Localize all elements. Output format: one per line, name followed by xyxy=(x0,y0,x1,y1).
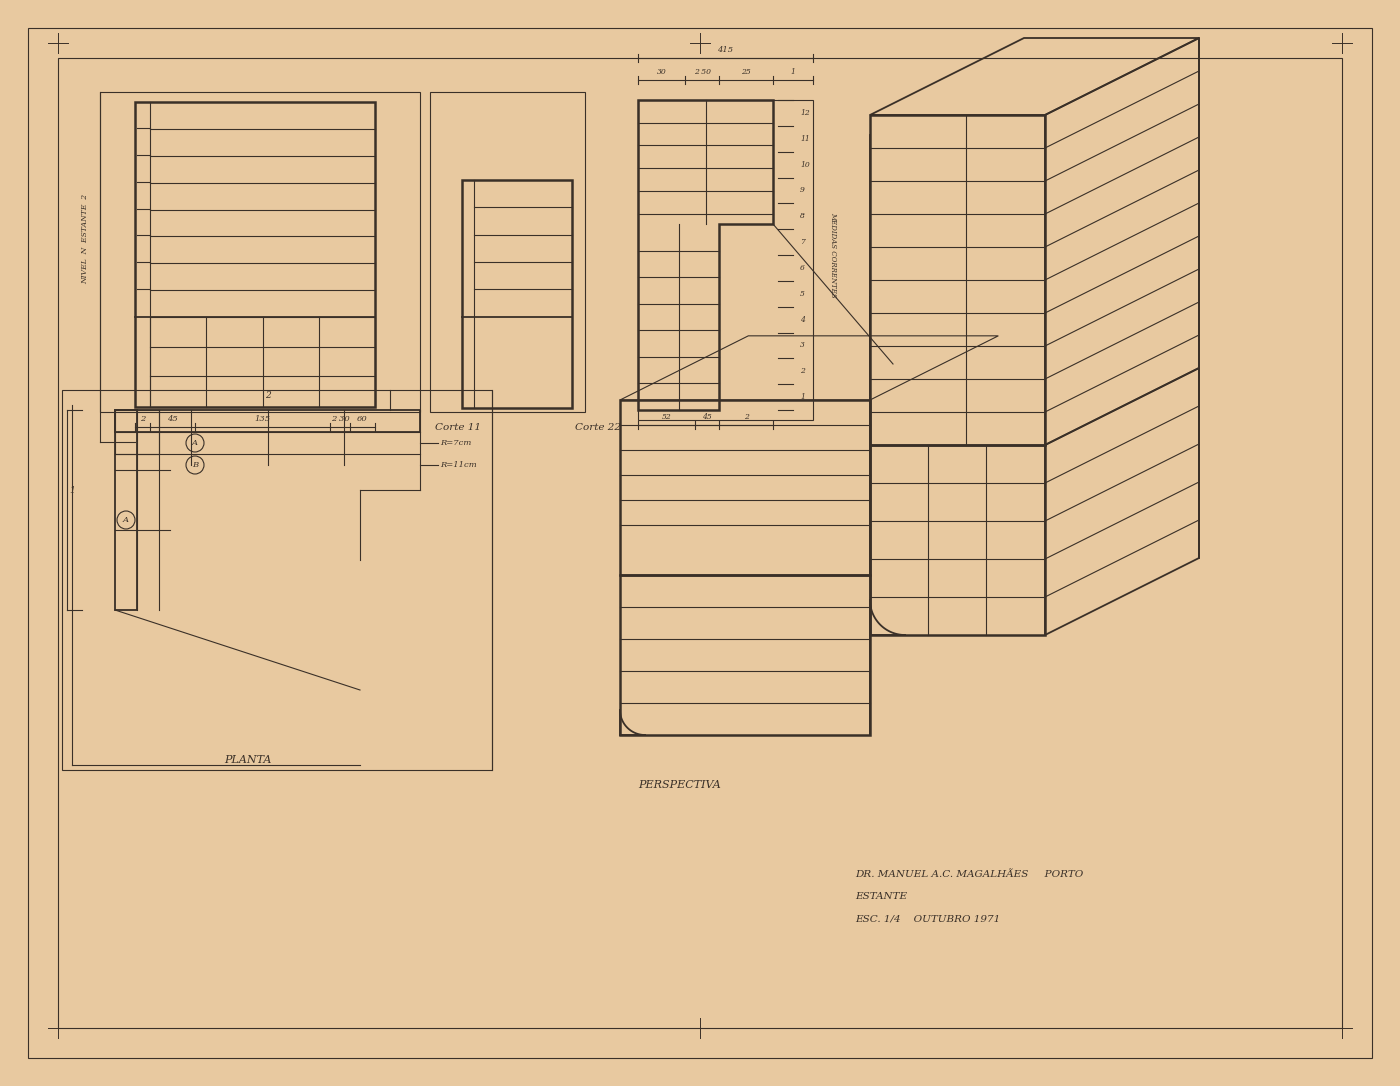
Text: 415: 415 xyxy=(717,46,734,54)
Text: R=7cm: R=7cm xyxy=(440,439,472,447)
Text: R=11cm: R=11cm xyxy=(440,460,477,469)
Text: 5: 5 xyxy=(799,290,805,298)
Bar xyxy=(462,180,573,408)
Text: B: B xyxy=(192,460,197,469)
Bar xyxy=(430,92,585,412)
Text: 7: 7 xyxy=(799,238,805,247)
Bar xyxy=(620,574,869,735)
Text: ESC. 1/4    OUTUBRO 1971: ESC. 1/4 OUTUBRO 1971 xyxy=(855,914,1000,923)
Bar xyxy=(62,390,491,770)
Bar xyxy=(115,411,137,610)
Text: 45: 45 xyxy=(701,413,711,421)
Text: ESTANTE: ESTANTE xyxy=(855,892,907,901)
Text: 1: 1 xyxy=(791,68,795,76)
Text: DR. MANUEL A.C. MAGALHÃES     PORTO: DR. MANUEL A.C. MAGALHÃES PORTO xyxy=(855,870,1084,879)
Bar xyxy=(57,58,1343,1028)
Bar xyxy=(115,411,420,432)
Text: 1: 1 xyxy=(799,393,805,401)
Text: PLANTA: PLANTA xyxy=(224,755,272,765)
Text: 45: 45 xyxy=(167,415,178,424)
Text: PERSPECTIVA: PERSPECTIVA xyxy=(638,780,721,790)
Text: 11: 11 xyxy=(799,135,809,142)
Text: 4: 4 xyxy=(799,316,805,324)
Text: 60: 60 xyxy=(357,415,368,424)
Text: 10: 10 xyxy=(799,161,809,168)
Text: A: A xyxy=(123,516,129,525)
Text: 2 30: 2 30 xyxy=(330,415,350,424)
Text: 6: 6 xyxy=(799,264,805,272)
Bar xyxy=(638,100,813,420)
Text: 2: 2 xyxy=(265,391,270,400)
Text: 30: 30 xyxy=(657,68,666,76)
Text: 2 50: 2 50 xyxy=(693,68,711,76)
Bar xyxy=(869,445,1044,635)
Text: 2: 2 xyxy=(799,367,805,376)
Text: Corte 11: Corte 11 xyxy=(435,422,482,431)
Text: 3: 3 xyxy=(799,341,805,350)
Text: 25: 25 xyxy=(741,68,750,76)
Bar xyxy=(115,411,160,454)
Text: A: A xyxy=(192,439,197,447)
Text: 52: 52 xyxy=(661,413,671,421)
Bar xyxy=(99,92,420,412)
Text: 2: 2 xyxy=(743,413,749,421)
Text: 12: 12 xyxy=(799,109,809,117)
Text: 8: 8 xyxy=(799,212,805,220)
Bar xyxy=(150,317,375,407)
Text: 135: 135 xyxy=(255,415,270,424)
Bar xyxy=(869,115,1044,445)
Text: 1: 1 xyxy=(69,485,74,494)
Text: 9: 9 xyxy=(799,187,805,194)
Text: MEDIDAS CORRENTES: MEDIDAS CORRENTES xyxy=(829,212,837,298)
Text: Corte 22: Corte 22 xyxy=(575,422,622,431)
Text: 2: 2 xyxy=(140,415,146,424)
Bar xyxy=(134,102,375,407)
Bar xyxy=(620,400,869,574)
Text: NIVEL  N  ESTANTE  2: NIVEL N ESTANTE 2 xyxy=(81,194,90,285)
